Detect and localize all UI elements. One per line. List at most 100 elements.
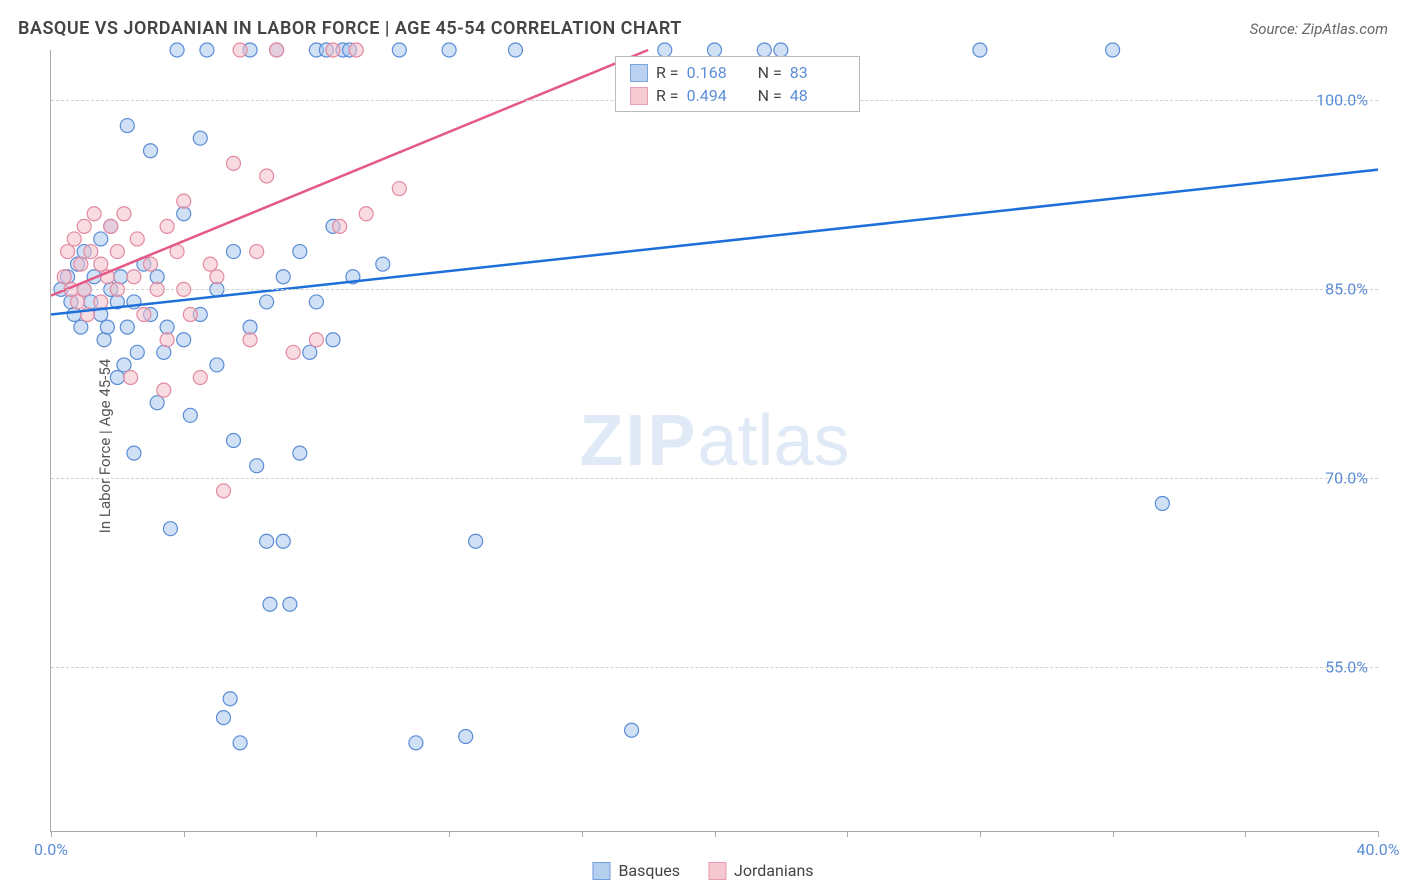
x-tick (1378, 831, 1379, 837)
data-point (117, 358, 131, 372)
data-point (359, 207, 373, 221)
data-point (124, 371, 138, 385)
data-point (226, 156, 240, 170)
source-label: Source: (1250, 20, 1299, 38)
x-tick (980, 831, 981, 837)
data-point (177, 194, 191, 208)
y-tick-label: 85.0% (1325, 280, 1368, 299)
data-point (217, 711, 231, 725)
legend-label: Jordanians (734, 861, 813, 880)
data-point (150, 270, 164, 284)
data-point (210, 270, 224, 284)
x-tick-label: 0.0% (34, 840, 68, 859)
data-point (163, 522, 177, 536)
legend-item: Basques (592, 861, 680, 880)
data-point (233, 43, 247, 57)
x-tick-label: 40.0% (1357, 840, 1400, 859)
data-point (157, 345, 171, 359)
data-point (193, 371, 207, 385)
data-point (74, 257, 88, 271)
r-value: 0.494 (687, 86, 742, 105)
data-point (1155, 496, 1169, 510)
data-point (183, 308, 197, 322)
gridline (51, 478, 1378, 479)
source-link[interactable]: ZipAtlas.com (1302, 20, 1388, 38)
r-value: 0.168 (687, 63, 742, 82)
data-point (260, 295, 274, 309)
data-point (110, 371, 124, 385)
legend-swatch (630, 64, 648, 82)
data-point (250, 459, 264, 473)
data-point (67, 232, 81, 246)
scatter-chart: ZIPatlas 55.0%70.0%85.0%100.0%0.0%40.0%R… (50, 50, 1378, 832)
x-tick (1245, 831, 1246, 837)
data-point (376, 257, 390, 271)
legend-row: R = 0.494 N = 48 (616, 84, 859, 107)
y-tick-label: 55.0% (1325, 658, 1368, 677)
r-label: R = (656, 63, 679, 82)
n-label: N = (758, 63, 782, 82)
data-point (144, 257, 158, 271)
data-point (226, 434, 240, 448)
legend-bottom: Basques Jordanians (592, 861, 813, 880)
legend-row: R =0.168N =83 (616, 61, 859, 84)
data-point (104, 219, 118, 233)
data-point (117, 207, 131, 221)
data-point (114, 270, 128, 284)
data-point (130, 232, 144, 246)
source-attribution: Source: ZipAtlas.com (1250, 20, 1388, 38)
data-point (243, 333, 257, 347)
x-tick (582, 831, 583, 837)
n-label: N = (758, 86, 782, 105)
legend-correlation: R =0.168N =83R =0.494N =48 (615, 56, 860, 112)
data-point (349, 43, 363, 57)
x-tick (184, 831, 185, 837)
x-tick (1113, 831, 1114, 837)
data-point (442, 43, 456, 57)
legend-swatch (630, 87, 648, 105)
data-point (459, 730, 473, 744)
legend-swatch (708, 862, 726, 880)
data-point (120, 320, 134, 334)
data-point (270, 43, 284, 57)
data-point (226, 245, 240, 259)
legend-label: Basques (618, 861, 680, 880)
data-point (94, 232, 108, 246)
data-point (177, 333, 191, 347)
data-point (110, 245, 124, 259)
plot-surface (51, 50, 1378, 831)
data-point (333, 219, 347, 233)
data-point (233, 736, 247, 750)
data-point (67, 308, 81, 322)
data-point (130, 345, 144, 359)
data-point (150, 396, 164, 410)
data-point (326, 43, 340, 57)
x-tick (449, 831, 450, 837)
data-point (127, 270, 141, 284)
data-point (217, 484, 231, 498)
n-value: 48 (790, 86, 845, 105)
gridline (51, 289, 1378, 290)
data-point (286, 345, 300, 359)
data-point (309, 295, 323, 309)
legend-item: Jordanians (708, 861, 813, 880)
x-tick (847, 831, 848, 837)
data-point (293, 446, 307, 460)
x-tick (316, 831, 317, 837)
data-point (508, 43, 522, 57)
data-point (276, 270, 290, 284)
data-point (193, 131, 207, 145)
data-point (757, 43, 771, 57)
data-point (1106, 43, 1120, 57)
y-tick-label: 70.0% (1325, 469, 1368, 488)
data-point (71, 295, 85, 309)
chart-header: BASQUE VS JORDANIAN IN LABOR FORCE | AGE… (18, 18, 1388, 39)
r-label: R = (656, 86, 679, 105)
data-point (84, 245, 98, 259)
data-point (973, 43, 987, 57)
data-point (157, 383, 171, 397)
data-point (260, 534, 274, 548)
data-point (409, 736, 423, 750)
data-point (392, 182, 406, 196)
data-point (250, 245, 264, 259)
